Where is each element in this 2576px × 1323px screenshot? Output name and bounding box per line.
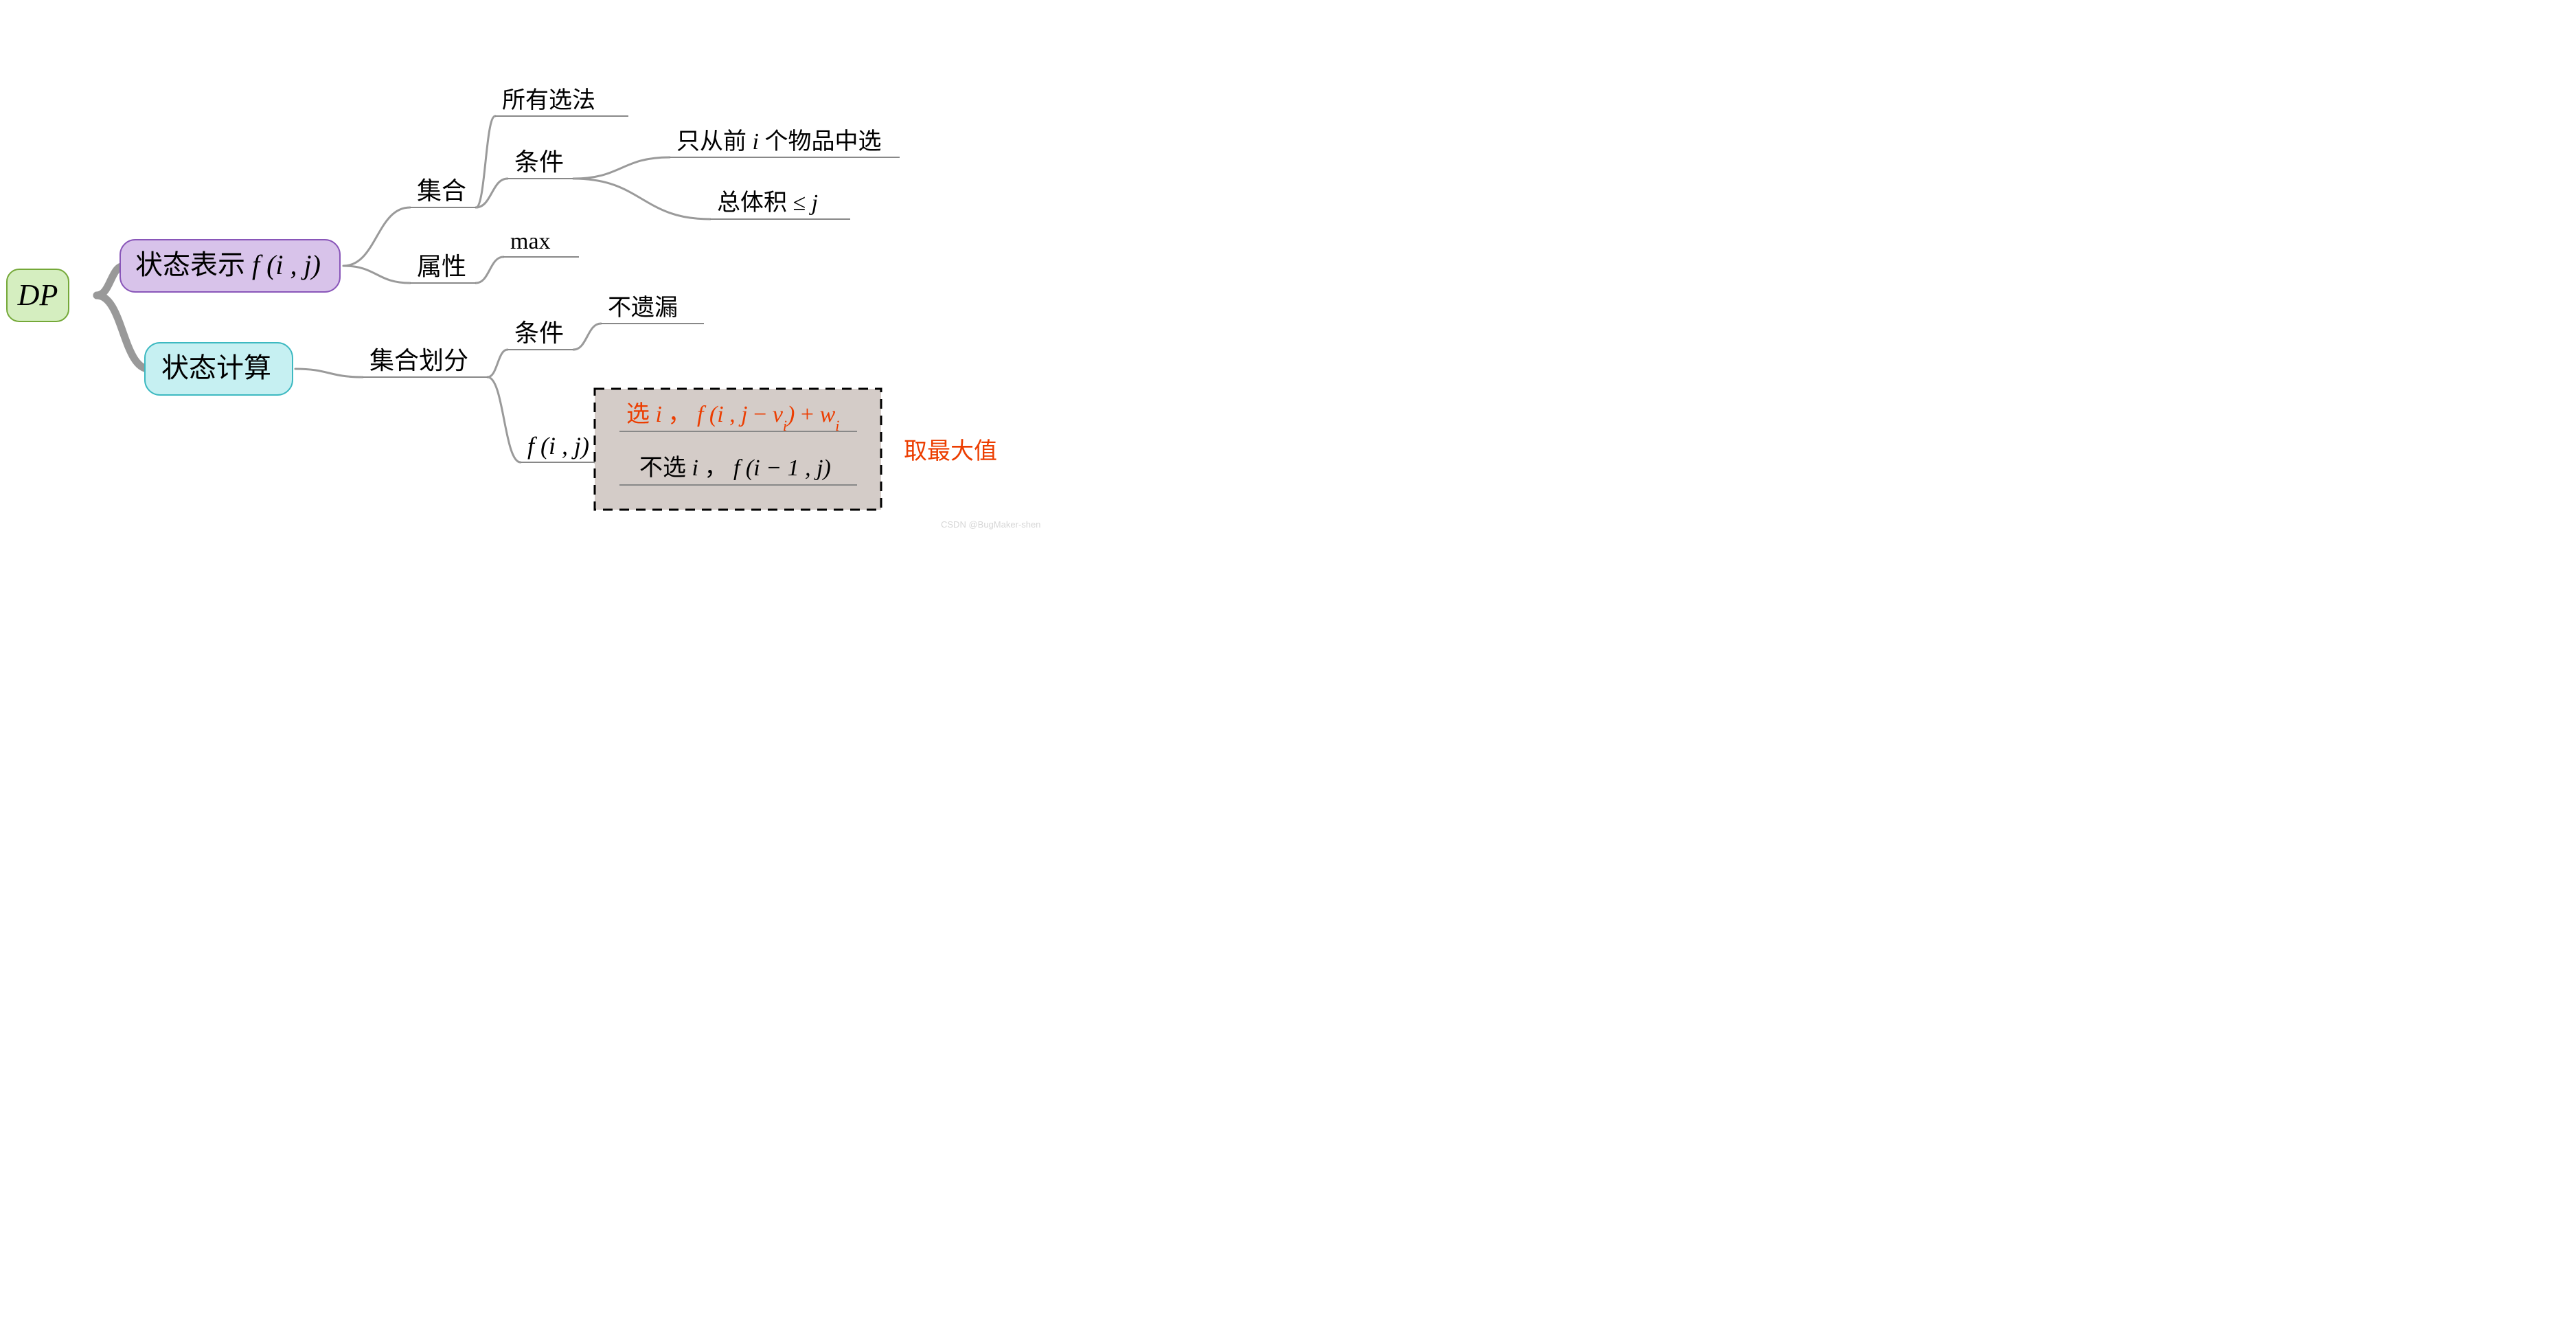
mid-set: 集合 (417, 177, 466, 205)
edge-cond-volj (573, 179, 710, 219)
edge-setpart-cond (488, 350, 508, 377)
leaf-max: max (510, 229, 551, 254)
mid-setpart: 集合划分 (369, 347, 468, 374)
compute-label: 状态计算 (161, 352, 271, 383)
edge-state-attr (343, 266, 410, 283)
leaf-fromi: 只从前 i 个物品中选 (676, 128, 881, 155)
mid-cond2: 条件 (514, 319, 564, 347)
mid-fij: f (i , j) (527, 432, 589, 460)
watermark: CSDN @BugMaker-shen (941, 519, 1040, 530)
mid-attr: 属性 (417, 253, 466, 280)
leaf-noomit: 不遗漏 (608, 295, 678, 321)
leaf-allsel: 所有选法 (502, 87, 595, 113)
edge-state-set (343, 207, 410, 266)
edge-setpart-fij (488, 377, 521, 462)
leaf-noseli: 不选 i ， f (i − 1 , j) (639, 455, 831, 481)
edge-attr-max (476, 257, 503, 283)
leaf-volj: 总体积 ≤ j (717, 190, 818, 216)
state-label: 状态表示 f (i , j) (135, 249, 321, 280)
edge-cond-fromi (573, 157, 670, 179)
mid-cond1: 条件 (514, 148, 564, 176)
edge-compute-setpart (295, 369, 363, 377)
annotation-max: 取最大值 (904, 438, 997, 464)
edge-root-compute (97, 295, 149, 369)
edge-cond2-noomit (573, 324, 601, 350)
root-label: DP (17, 278, 58, 312)
